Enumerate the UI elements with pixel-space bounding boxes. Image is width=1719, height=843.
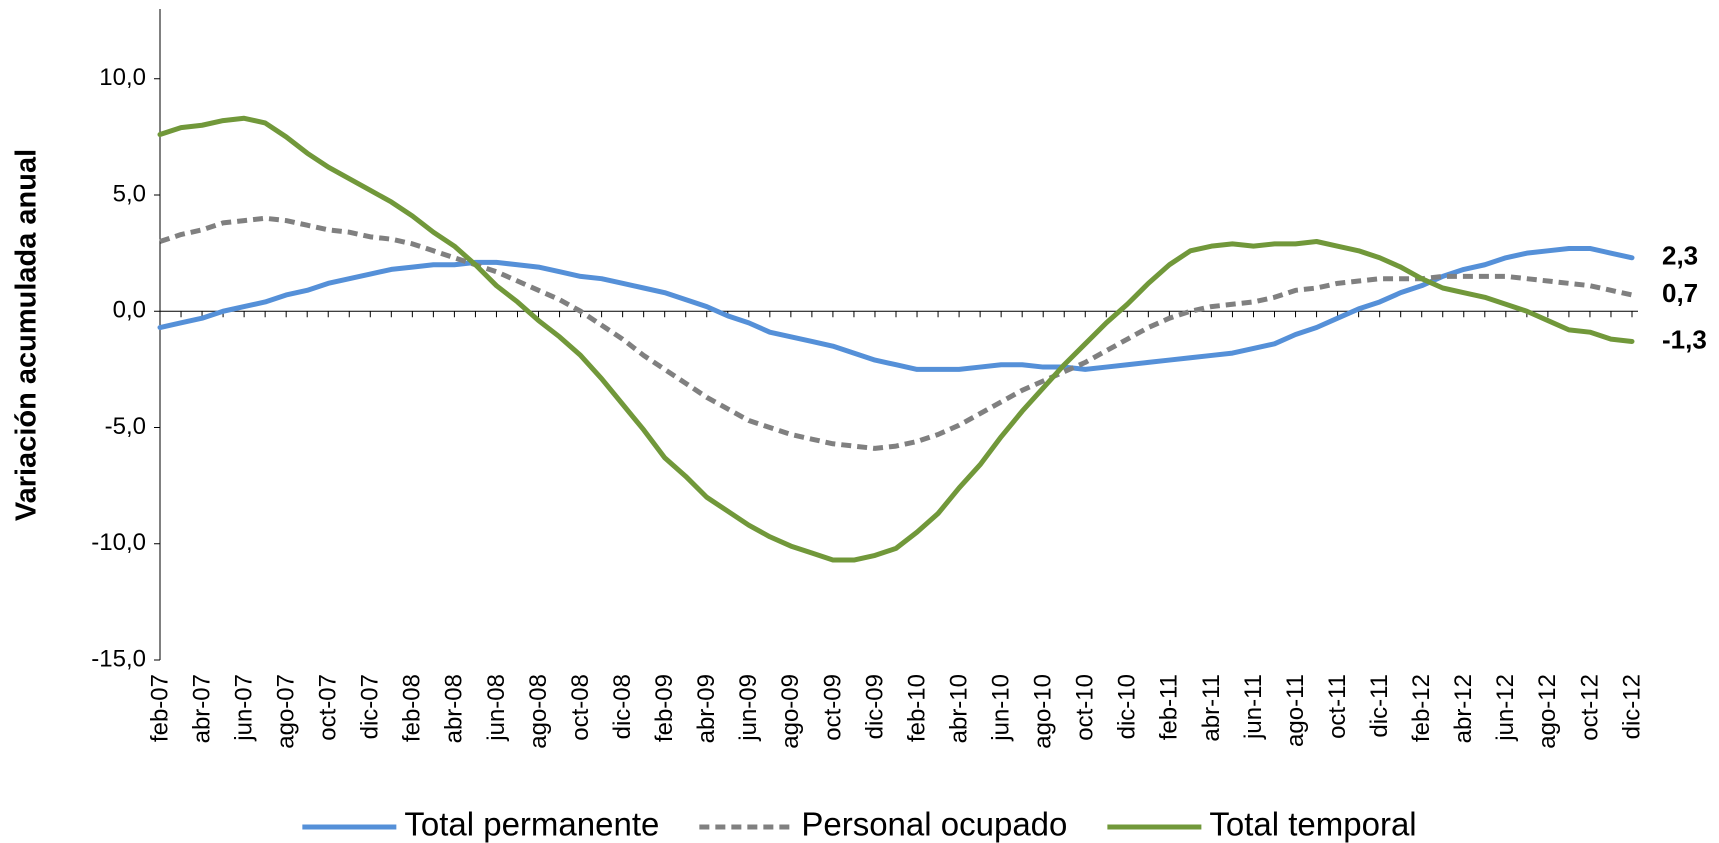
- legend-label: Personal ocupado: [801, 806, 1067, 843]
- x-tick-label: jun-09: [735, 674, 762, 742]
- x-tick-label: feb-08: [399, 674, 426, 742]
- data-label: 0,7: [1662, 278, 1698, 308]
- x-tick-label: dic-10: [1114, 674, 1141, 739]
- series-line: [157, 245, 1635, 372]
- y-tick-label: -5,0: [105, 413, 146, 440]
- x-tick-label: dic-12: [1618, 674, 1645, 739]
- x-tick-label: feb-10: [903, 674, 930, 742]
- x-tick-label: ago-11: [1282, 674, 1309, 747]
- series-line: [159, 215, 1633, 451]
- y-axis-title: Variación acumulada anual: [11, 149, 43, 521]
- x-tick-label: dic-11: [1366, 674, 1393, 738]
- x-tick-label: oct-11: [1324, 674, 1351, 739]
- x-tick-label: jun-08: [483, 674, 510, 742]
- x-tick-label: oct-09: [819, 674, 846, 741]
- x-tick-label: ago-10: [1030, 674, 1057, 749]
- x-tick-label: abr-09: [693, 674, 720, 743]
- x-tick-label: jun-10: [987, 674, 1014, 742]
- x-tick-label: ago-12: [1534, 674, 1561, 749]
- x-tick-label: feb-09: [651, 674, 678, 742]
- x-tick-label: ago-08: [525, 674, 552, 749]
- x-tick-label: jun-12: [1492, 674, 1519, 742]
- x-tick-label: abr-07: [188, 674, 215, 743]
- data-label: -1,3: [1662, 324, 1707, 354]
- x-tick-label: abr-11: [1198, 674, 1225, 742]
- y-tick-label: 0,0: [113, 297, 146, 324]
- x-tick-label: feb-12: [1408, 674, 1435, 742]
- series-line: [157, 115, 1635, 563]
- legend-label: Total permanente: [404, 806, 659, 843]
- x-tick-label: abr-08: [441, 674, 468, 743]
- x-tick-label: dic-07: [357, 674, 384, 739]
- y-tick-label: -15,0: [91, 645, 146, 672]
- x-tick-label: oct-12: [1576, 674, 1603, 741]
- x-tick-label: jun-11: [1240, 674, 1267, 740]
- x-tick-label: feb-11: [1156, 674, 1183, 740]
- x-tick-label: ago-07: [273, 674, 300, 749]
- x-tick-label: dic-08: [609, 674, 636, 739]
- x-tick-label: abr-12: [1450, 674, 1477, 743]
- x-tick-label: oct-07: [315, 674, 342, 741]
- y-tick-label: -10,0: [91, 529, 146, 556]
- x-tick-label: jun-07: [230, 674, 257, 742]
- x-tick-label: abr-10: [945, 674, 972, 743]
- x-tick-label: ago-09: [777, 674, 804, 749]
- x-tick-label: feb-07: [146, 674, 173, 742]
- x-tick-label: oct-08: [567, 674, 594, 741]
- y-tick-label: 5,0: [113, 180, 146, 207]
- x-tick-label: oct-10: [1072, 674, 1099, 741]
- legend-label: Total temporal: [1209, 806, 1416, 843]
- y-tick-label: 10,0: [99, 64, 146, 91]
- x-tick-label: dic-09: [861, 674, 888, 739]
- data-label: 2,3: [1662, 241, 1698, 271]
